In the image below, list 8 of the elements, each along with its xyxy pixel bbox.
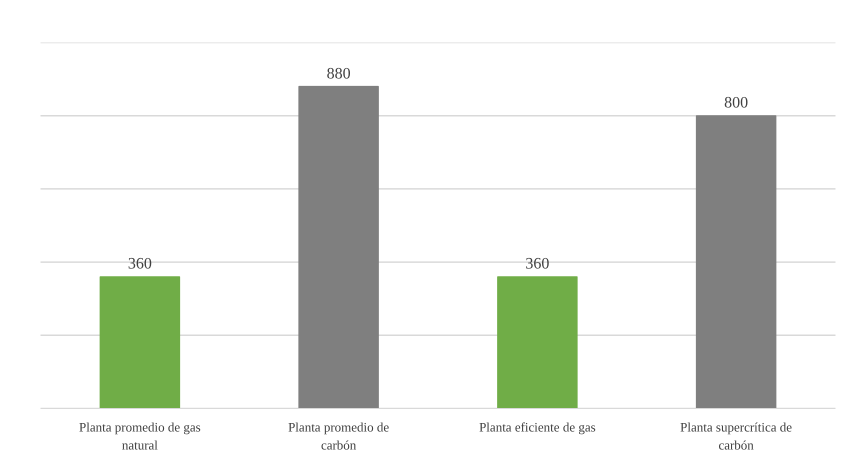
x-tick-label: Planta promedio de gas natural (79, 420, 201, 452)
x-tick-label: Planta supercrítica de carbón (680, 420, 792, 452)
data-label: 880 (326, 65, 351, 82)
x-tick-label: Planta promedio de carbón (288, 420, 390, 452)
x-tick-label: Planta eficiente de gas (479, 420, 596, 434)
data-label: 800 (724, 94, 748, 112)
data-label: 360 (525, 256, 550, 273)
data-label: 360 (128, 256, 152, 273)
